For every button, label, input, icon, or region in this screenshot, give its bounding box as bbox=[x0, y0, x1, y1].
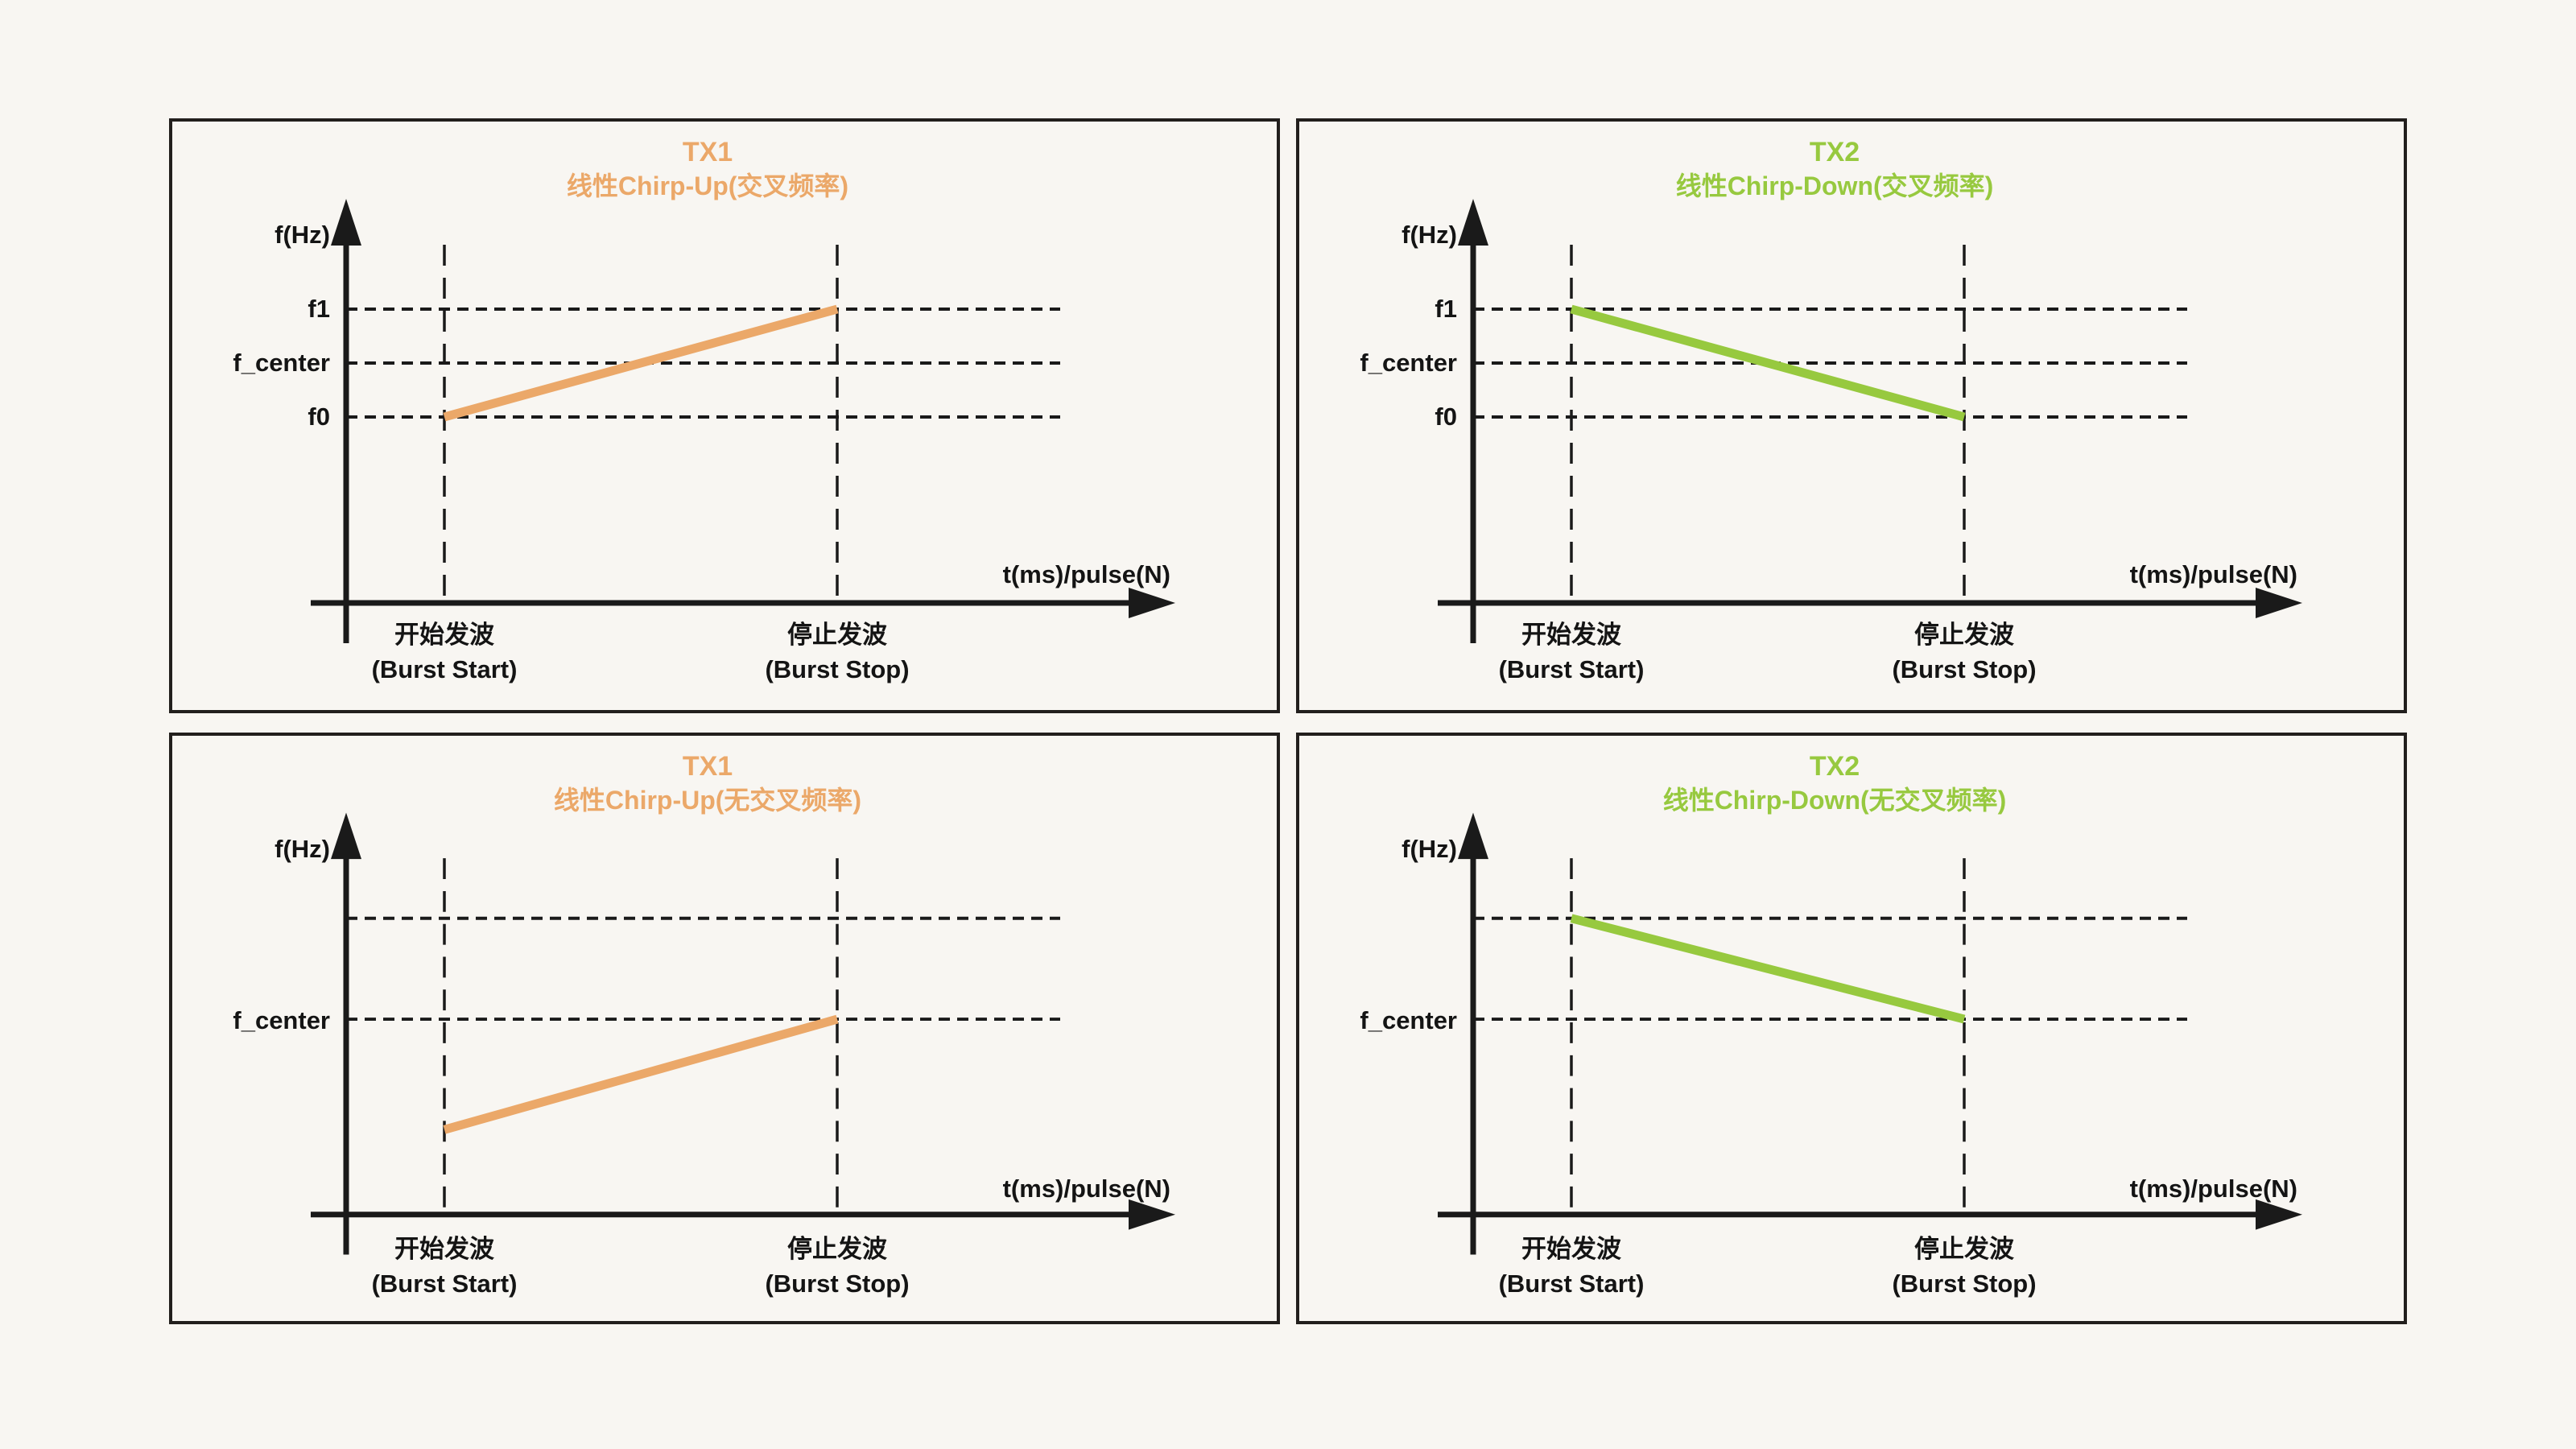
burst-start-label-cn: 开始发波 bbox=[1521, 1235, 1621, 1263]
burst-start-label-cn: 开始发波 bbox=[1521, 621, 1621, 649]
burst-stop-label: 停止发波 (Burst Stop) bbox=[1843, 1232, 2085, 1301]
panel-subtitle: 线性Chirp-Up(无交叉频率) bbox=[553, 786, 862, 815]
burst-stop-label-en: (Burst Stop) bbox=[1892, 655, 2037, 683]
chirp-line bbox=[1570, 304, 1966, 422]
panel-title: TX2 bbox=[1809, 137, 1860, 167]
panel-subtitle: 线性Chirp-Down(无交叉频率) bbox=[1662, 786, 2007, 815]
y-axis-label: f_center bbox=[233, 349, 330, 377]
panel-tx2-chirp-down-noncrossing: TX2 线性Chirp-Down(无交叉频率) f(Hz) f_center t… bbox=[1296, 733, 2407, 1324]
x-axis-title: t(ms)/pulse(N) bbox=[1002, 1174, 1170, 1203]
plot-canvas bbox=[1438, 199, 2302, 643]
y-axis-label: f1 bbox=[308, 295, 330, 323]
y-axis-title: f(Hz) bbox=[1402, 221, 1457, 249]
y-axis-label: f1 bbox=[1435, 295, 1457, 323]
axes bbox=[311, 812, 1175, 1255]
chirp-line bbox=[443, 1014, 839, 1134]
burst-stop-label: 停止发波 (Burst Stop) bbox=[716, 617, 958, 687]
y-axis-arrow-icon bbox=[1458, 812, 1488, 860]
x-axis-arrow-icon bbox=[2256, 1199, 2302, 1230]
panel-tx1-chirp-up-crossing: TX1 线性Chirp-Up(交叉频率) f(Hz) f1 f_center f0 … bbox=[169, 118, 1280, 713]
y-axis-arrow-icon bbox=[331, 199, 361, 246]
y-axis-arrow-icon bbox=[331, 812, 361, 860]
axes bbox=[311, 199, 1175, 643]
x-axis-arrow-icon bbox=[2256, 588, 2302, 618]
y-axis-title: f(Hz) bbox=[275, 835, 330, 863]
burst-stop-label-cn: 停止发波 bbox=[1914, 1235, 2014, 1263]
burst-start-label-en: (Burst Start) bbox=[371, 1269, 518, 1298]
x-axis-arrow-icon bbox=[1129, 1199, 1175, 1230]
x-axis-title: t(ms)/pulse(N) bbox=[2129, 1174, 2297, 1203]
burst-stop-label-en: (Burst Stop) bbox=[765, 655, 910, 683]
plot-canvas bbox=[1438, 812, 2302, 1255]
y-axis-title: f(Hz) bbox=[275, 221, 330, 249]
burst-stop-label-en: (Burst Stop) bbox=[765, 1269, 910, 1298]
axes bbox=[1438, 812, 2302, 1255]
panel-title: TX1 bbox=[682, 751, 733, 782]
y-axis-label: f_center bbox=[1360, 349, 1457, 377]
y-axis-arrow-icon bbox=[1458, 199, 1488, 246]
burst-start-label: 开始发波 (Burst Start) bbox=[324, 617, 565, 687]
burst-stop-label-cn: 停止发波 bbox=[1914, 621, 2014, 649]
plot-canvas bbox=[311, 199, 1175, 643]
burst-stop-label: 停止发波 (Burst Stop) bbox=[1843, 617, 2085, 687]
panel-title: TX2 bbox=[1809, 751, 1860, 782]
panel-subtitle: 线性Chirp-Down(交叉频率) bbox=[1675, 171, 1994, 200]
y-axis-label: f0 bbox=[308, 402, 330, 431]
x-axis-title: t(ms)/pulse(N) bbox=[2129, 560, 2297, 588]
burst-start-label-cn: 开始发波 bbox=[394, 1235, 494, 1263]
chirp-line bbox=[1570, 914, 1966, 1024]
panel-title: TX1 bbox=[682, 137, 733, 167]
chirp-line bbox=[443, 304, 839, 422]
y-axis-title: f(Hz) bbox=[1402, 835, 1457, 863]
plot-canvas bbox=[311, 812, 1175, 1255]
burst-start-label-en: (Burst Start) bbox=[371, 655, 518, 683]
burst-start-label: 开始发波 (Burst Start) bbox=[1451, 617, 1692, 687]
burst-start-label: 开始发波 (Burst Start) bbox=[324, 1232, 565, 1301]
burst-stop-label-cn: 停止发波 bbox=[787, 1235, 887, 1263]
panel-subtitle: 线性Chirp-Up(交叉频率) bbox=[566, 171, 849, 200]
y-axis-label: f_center bbox=[1360, 1006, 1457, 1034]
burst-stop-label-cn: 停止发波 bbox=[787, 621, 887, 649]
y-axis-label: f0 bbox=[1435, 402, 1457, 431]
burst-stop-label: 停止发波 (Burst Stop) bbox=[716, 1232, 958, 1301]
burst-start-label-cn: 开始发波 bbox=[394, 621, 494, 649]
burst-start-label-en: (Burst Start) bbox=[1498, 1269, 1645, 1298]
y-axis-label: f_center bbox=[233, 1006, 330, 1034]
x-axis-title: t(ms)/pulse(N) bbox=[1002, 560, 1170, 588]
burst-start-label: 开始发波 (Burst Start) bbox=[1451, 1232, 1692, 1301]
panel-tx1-chirp-up-noncrossing: TX1 线性Chirp-Up(无交叉频率) f(Hz) f_center t(m… bbox=[169, 733, 1280, 1324]
burst-stop-label-en: (Burst Stop) bbox=[1892, 1269, 2037, 1298]
x-axis-arrow-icon bbox=[1129, 588, 1175, 618]
burst-start-label-en: (Burst Start) bbox=[1498, 655, 1645, 683]
